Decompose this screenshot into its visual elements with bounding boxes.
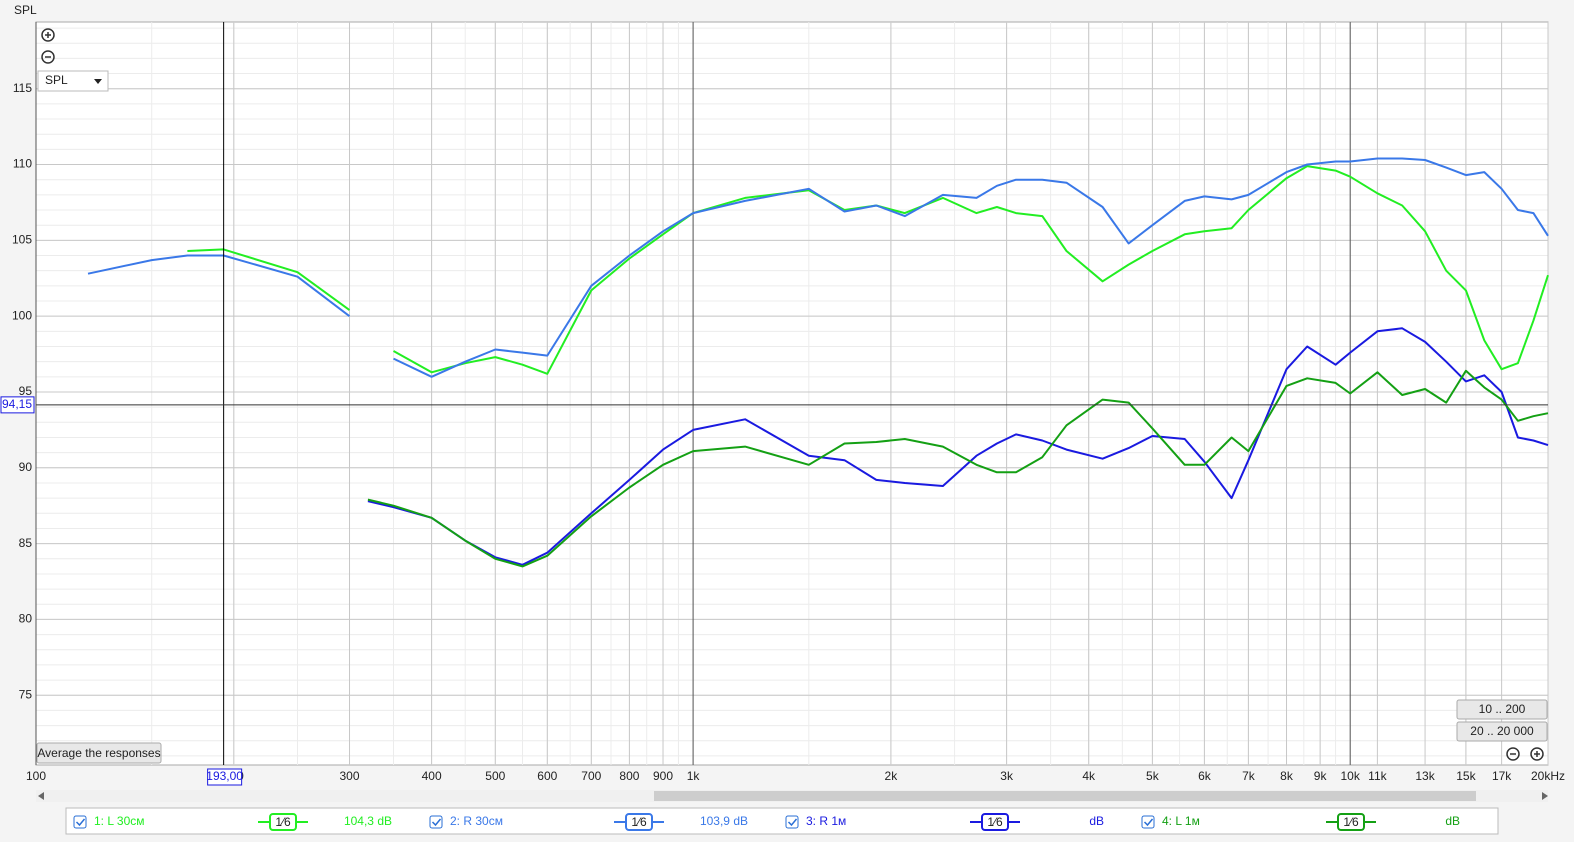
checkbox[interactable] bbox=[1141, 815, 1155, 829]
range-button-label: 20 .. 20 000 bbox=[1470, 724, 1534, 738]
dropdown[interactable]: SPL bbox=[37, 70, 109, 92]
y-tick-label: 75 bbox=[19, 687, 33, 701]
grid: 7580859095100105110115100200300400500600… bbox=[12, 22, 1565, 783]
x-tick-label: 7k bbox=[1242, 769, 1256, 783]
y-tick-label: 110 bbox=[13, 157, 32, 171]
zoom-in-x[interactable] bbox=[1530, 747, 1544, 761]
plot-area bbox=[35, 21, 1549, 766]
readout: dB bbox=[1089, 814, 1104, 828]
y-tick-label: 85 bbox=[19, 536, 33, 550]
x-tick-label: 300 bbox=[339, 769, 359, 783]
average-button[interactable]: Average the responses bbox=[36, 742, 162, 764]
cursor-y-label: 94,15 bbox=[2, 397, 32, 411]
x-tick-label: 500 bbox=[485, 769, 505, 783]
y-tick-label: 80 bbox=[19, 612, 33, 626]
y-tick-label: 95 bbox=[19, 384, 33, 398]
readout: dB bbox=[1445, 814, 1460, 828]
x-tick-label: 800 bbox=[619, 769, 639, 783]
smoothing-box[interactable] bbox=[1337, 813, 1365, 831]
series-line bbox=[367, 327, 1549, 566]
x-tick-label: 6k bbox=[1198, 769, 1212, 783]
cursor-x-box bbox=[207, 768, 243, 786]
y-tick-label: 115 bbox=[13, 81, 32, 95]
x-tick-label: 400 bbox=[422, 769, 442, 783]
series-line bbox=[367, 369, 1549, 568]
legend-name: 1: L 30см bbox=[94, 814, 145, 828]
x-tick-label: 1k bbox=[687, 769, 701, 783]
legend-item[interactable]: 2: R 30см 1⁄6 103,9 dB bbox=[429, 813, 748, 831]
smoothing-label: 1⁄6 bbox=[275, 815, 291, 829]
average-button-label: Average the responses bbox=[37, 746, 160, 760]
range-button[interactable]: 10 .. 200 bbox=[1456, 699, 1548, 720]
smoothing-label: 1⁄6 bbox=[987, 815, 1003, 829]
legend-name: 2: R 30см bbox=[450, 814, 503, 828]
y-axis-label: SPL bbox=[14, 3, 37, 17]
checkbox[interactable] bbox=[73, 815, 87, 829]
legend: 1: L 30см 1⁄6 104,3 dB 2: R 30см 1⁄6 103,9 dB… bbox=[73, 813, 1460, 831]
x-tick-label: 5k bbox=[1146, 769, 1160, 783]
checkmark bbox=[431, 818, 442, 827]
curves bbox=[87, 157, 1549, 568]
x-tick-label: 100 bbox=[26, 769, 46, 783]
x-tick-label: 2k bbox=[885, 769, 899, 783]
x-tick-label: 9k bbox=[1314, 769, 1328, 783]
legend-name: 3: R 1м bbox=[806, 814, 846, 828]
cursor-x-label: 193,00 bbox=[206, 769, 243, 783]
legend-item[interactable]: 1: L 30см 1⁄6 104,3 dB bbox=[73, 813, 392, 831]
series-line bbox=[187, 165, 1549, 375]
x-tick-label: 15k bbox=[1456, 769, 1476, 783]
x-tick-label: 700 bbox=[581, 769, 601, 783]
smoothing-label: 1⁄6 bbox=[1343, 815, 1359, 829]
legend-item[interactable]: 3: R 1м 1⁄6 dB bbox=[785, 813, 1104, 831]
x-tick-label: 17k bbox=[1492, 769, 1512, 783]
legend-item[interactable]: 4: L 1м 1⁄6 dB bbox=[1141, 813, 1460, 831]
y-tick-label: 100 bbox=[12, 308, 32, 322]
scrollbar[interactable] bbox=[36, 790, 1548, 802]
zoom-in[interactable] bbox=[41, 28, 55, 42]
x-tick-label: 600 bbox=[537, 769, 557, 783]
x-tick-label: 10k bbox=[1341, 769, 1361, 783]
readout: 103,9 dB bbox=[700, 814, 748, 828]
readout: 104,3 dB bbox=[344, 814, 392, 828]
checkmark bbox=[787, 818, 798, 827]
checkmark bbox=[75, 818, 86, 827]
checkbox[interactable] bbox=[785, 815, 799, 829]
x-tick-label: 20kHz bbox=[1531, 769, 1565, 783]
smoothing-box[interactable] bbox=[269, 813, 297, 831]
zoom-out[interactable] bbox=[41, 50, 55, 64]
overlay: 193,00 94,15 bbox=[0, 22, 1548, 786]
dropdown-label: SPL bbox=[45, 73, 68, 87]
range-button[interactable]: 20 .. 20 000 bbox=[1456, 721, 1548, 742]
range-button-label: 10 .. 200 bbox=[1479, 702, 1526, 716]
y-tick-label: 105 bbox=[12, 233, 32, 247]
x-tick-label: 3k bbox=[1000, 769, 1014, 783]
smoothing-label: 1⁄6 bbox=[631, 815, 647, 829]
smoothing-box[interactable] bbox=[981, 813, 1009, 831]
checkbox[interactable] bbox=[429, 815, 443, 829]
checkmark bbox=[1143, 818, 1154, 827]
x-tick-label: 8k bbox=[1280, 769, 1294, 783]
smoothing-box[interactable] bbox=[625, 813, 653, 831]
y-tick-label: 90 bbox=[19, 460, 33, 474]
cursor-y-box bbox=[0, 396, 35, 414]
x-tick-label: 13k bbox=[1415, 769, 1435, 783]
x-tick-label: 4k bbox=[1082, 769, 1096, 783]
x-tick-label: 900 bbox=[653, 769, 673, 783]
legend-name: 4: L 1м bbox=[1162, 814, 1200, 828]
zoom-out-x[interactable] bbox=[1506, 747, 1520, 761]
series-line bbox=[87, 157, 1549, 378]
x-tick-label: 11k bbox=[1368, 769, 1387, 783]
